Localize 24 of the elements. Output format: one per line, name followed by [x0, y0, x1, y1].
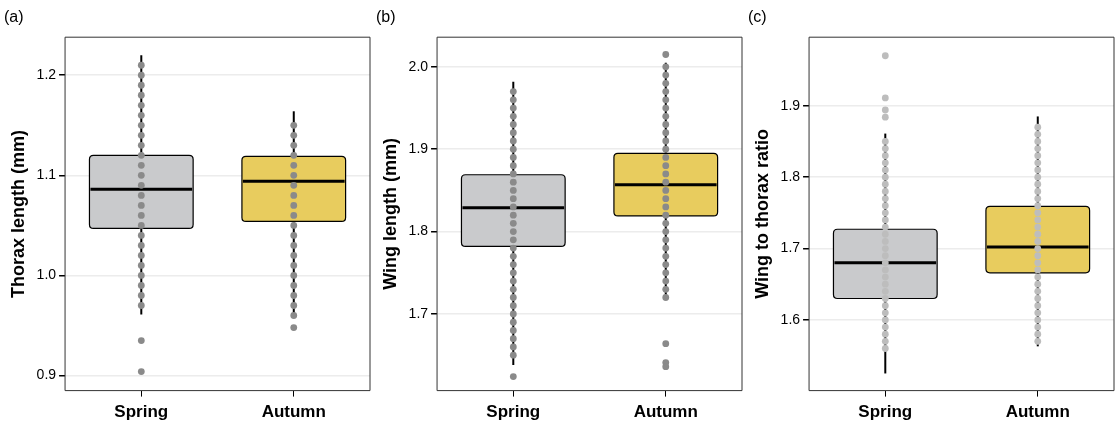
x-tick-label: Spring	[486, 402, 541, 422]
y-tick-label: 1.7	[780, 239, 801, 256]
x-tick-label: Autumn	[261, 402, 326, 422]
y-tick-label: 1.7	[408, 304, 429, 321]
y-tick-label: 1.9	[780, 96, 801, 113]
y-axis-title: Thorax length (mm)	[7, 129, 28, 298]
chart-title: (a)	[4, 8, 24, 26]
chart-title: (b)	[376, 8, 396, 26]
y-tick-label: 1.1	[36, 166, 57, 183]
y-tick-label: 1.2	[36, 66, 57, 83]
y-tick-label: 1.6	[780, 310, 801, 327]
x-tick-label: Spring	[858, 402, 913, 422]
y-tick-label: 0.9	[36, 366, 57, 383]
y-tick-label: 2.0	[408, 57, 429, 74]
y-tick-label: 1.8	[408, 222, 429, 239]
y-tick-label: 1.9	[408, 140, 429, 157]
chart-title: (c)	[748, 8, 767, 26]
y-axis-title: Wing to thorax ratio	[751, 128, 772, 299]
y-tick-label: 1.8	[780, 167, 801, 184]
y-axis-title: Wing length (mm)	[379, 137, 400, 290]
y-tick-label: 1.0	[36, 266, 57, 283]
x-tick-label: Spring	[114, 402, 169, 422]
x-tick-label: Autumn	[1005, 402, 1070, 422]
x-tick-label: Autumn	[633, 402, 698, 422]
